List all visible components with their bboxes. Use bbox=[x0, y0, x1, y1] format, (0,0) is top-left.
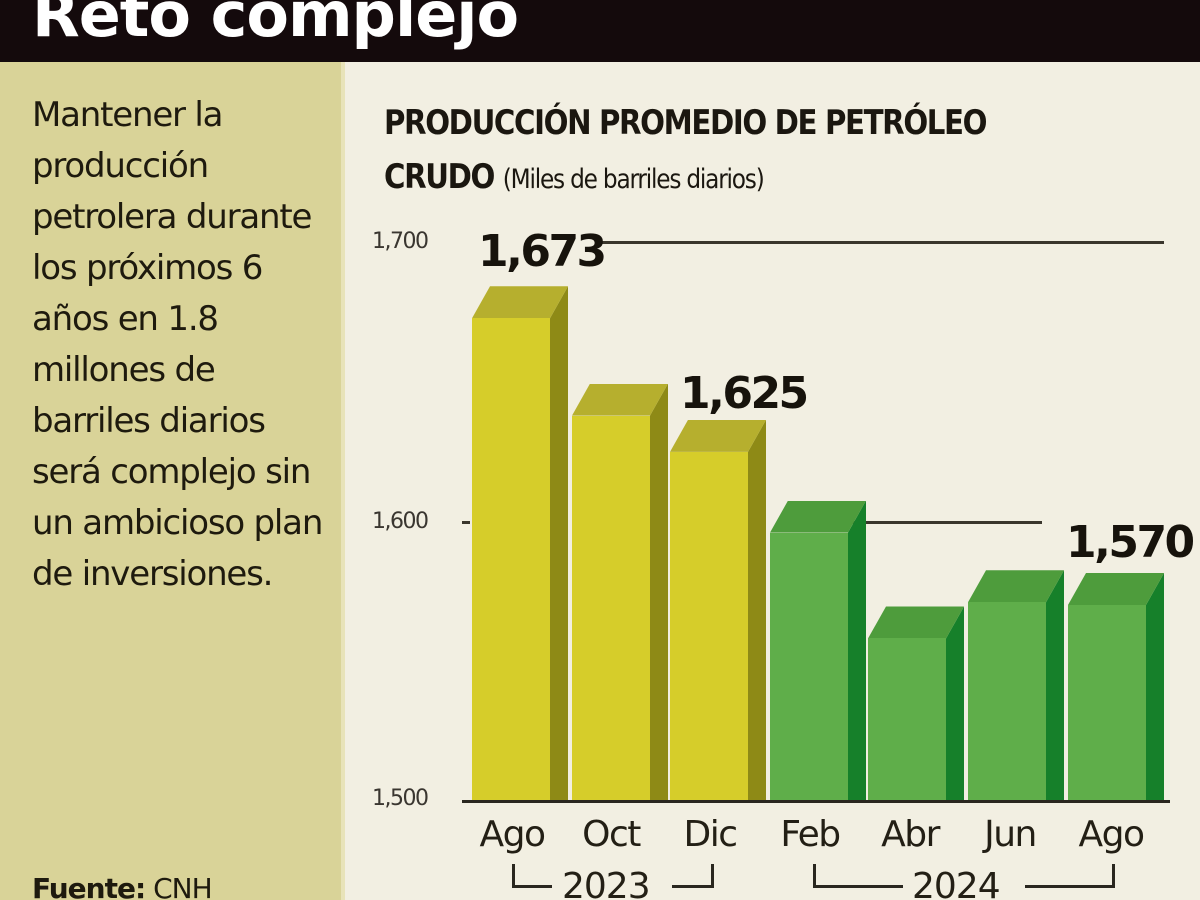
value-label-ago-2024: 1,570 bbox=[1066, 517, 1195, 568]
bar-oct-2023 bbox=[572, 383, 668, 800]
bar-side-face bbox=[1046, 570, 1064, 800]
ytick-1500: 1,500 bbox=[372, 786, 429, 811]
bar-front-face bbox=[968, 602, 1046, 800]
bar-top-face bbox=[472, 286, 568, 319]
bar-front-face bbox=[868, 638, 946, 800]
sidebar-panel: Mantener la producción petrolera durante… bbox=[0, 62, 345, 900]
bar-top-face bbox=[868, 606, 964, 639]
bracket-2024-left bbox=[813, 864, 903, 888]
bar-top-face bbox=[572, 383, 668, 416]
xlabel-abr-2024: Abr bbox=[881, 814, 940, 855]
ytick-1700: 1,700 bbox=[372, 229, 429, 254]
xlabel-dic-2023: Dic bbox=[683, 814, 738, 855]
xlabel-jun-2024: Jun bbox=[984, 814, 1037, 855]
source-value: CNH bbox=[153, 872, 213, 900]
bar-front-face bbox=[670, 451, 748, 800]
xlabel-feb-2024: Feb bbox=[780, 814, 841, 855]
xlabel-oct-2023: Oct bbox=[582, 814, 641, 855]
bar-top-face bbox=[670, 419, 766, 452]
xlabel-ago-2024: Ago bbox=[1078, 814, 1145, 855]
value-label-ago-2023: 1,673 bbox=[478, 226, 607, 277]
header-title: Reto complejo bbox=[32, 0, 519, 51]
bracket-2024-right bbox=[1025, 864, 1115, 888]
source-label: Fuente: bbox=[32, 872, 146, 900]
sidebar-text: Mantener la producción petrolera durante… bbox=[32, 95, 323, 594]
chart-unit: (Miles de barriles diarios) bbox=[502, 164, 765, 195]
bar-front-face bbox=[572, 415, 650, 800]
header-banner: Reto complejo bbox=[0, 0, 1200, 62]
gridline-1600 bbox=[850, 521, 1042, 524]
bar-side-face bbox=[848, 500, 866, 800]
gridline-1600-tick bbox=[462, 521, 470, 524]
ytick-1600: 1,600 bbox=[372, 509, 429, 534]
bar-abr-2024 bbox=[868, 606, 964, 800]
year-label-2024: 2024 bbox=[912, 866, 1001, 900]
bar-top-face bbox=[770, 500, 866, 533]
chart-title: PRODUCCIÓN PROMEDIO DE PETRÓLEO CRUDO (M… bbox=[384, 96, 988, 207]
value-label-dic-2023: 1,625 bbox=[680, 368, 809, 419]
bar-front-face bbox=[1068, 605, 1146, 800]
gridline-1700 bbox=[598, 241, 1164, 244]
bar-side-face bbox=[946, 606, 964, 800]
bar-side-face bbox=[550, 286, 568, 800]
chart-title-crudo: CRUDO bbox=[384, 157, 495, 197]
xlabel-ago-2023: Ago bbox=[479, 814, 546, 855]
source-note: Fuente: CNH bbox=[32, 872, 213, 900]
bar-dic-2023 bbox=[670, 419, 766, 800]
bar-side-face bbox=[650, 383, 668, 800]
bar-front-face bbox=[770, 532, 848, 800]
chart-title-line2: CRUDO (Miles de barriles diarios) bbox=[384, 150, 986, 207]
x-axis-baseline bbox=[462, 800, 1170, 803]
bar-ago-2024 bbox=[1068, 573, 1164, 800]
bar-feb-2024 bbox=[770, 500, 866, 800]
bracket-2023-left bbox=[512, 864, 552, 888]
bar-side-face bbox=[748, 419, 766, 800]
bar-top-face bbox=[1068, 573, 1164, 606]
bar-side-face bbox=[1146, 573, 1164, 800]
bar-jun-2024 bbox=[968, 570, 1064, 800]
chart-title-line1: PRODUCCIÓN PROMEDIO DE PETRÓLEO bbox=[384, 103, 988, 143]
bar-front-face bbox=[472, 318, 550, 800]
year-label-2023: 2023 bbox=[562, 866, 651, 900]
bar-ago-2023 bbox=[472, 286, 568, 800]
bar-top-face bbox=[968, 570, 1064, 603]
bracket-2023-right bbox=[672, 864, 714, 888]
